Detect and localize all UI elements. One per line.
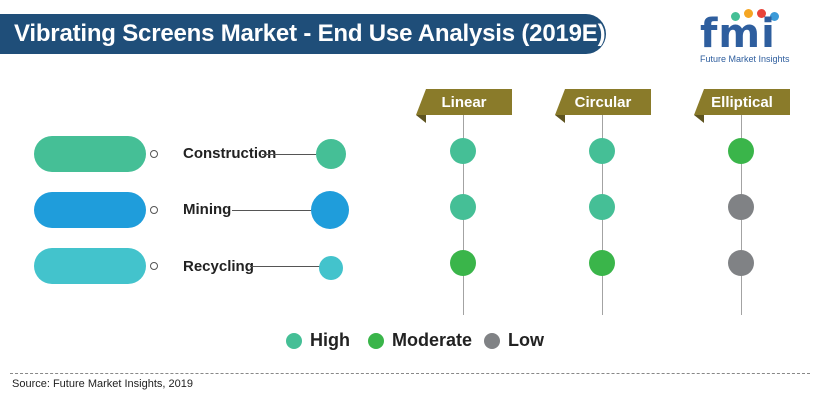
column-header-circular: Circular — [555, 89, 651, 115]
recycling-end-dot — [319, 256, 343, 280]
column-header-shadow — [694, 115, 704, 123]
logo-dot-icon — [744, 9, 753, 18]
row-connector — [250, 266, 320, 267]
legend-label: Low — [508, 330, 544, 350]
matrix-dot-mining-circular — [589, 194, 615, 220]
column-header-label: Linear — [441, 93, 487, 111]
matrix-dot-recycling-linear — [450, 250, 476, 276]
matrix-dot-construction-circular — [589, 138, 615, 164]
connector-ring — [150, 150, 158, 158]
row-connector — [262, 154, 316, 155]
column-header-elliptical: Elliptical — [694, 89, 790, 115]
fmi-logo: fmi Future Market Insights — [700, 6, 800, 68]
logo-dot-icon — [757, 9, 766, 18]
matrix-dot-mining-elliptical — [728, 194, 754, 220]
logo-subtitle: Future Market Insights — [700, 54, 790, 64]
chart-title-banner: Vibrating Screens Market - End Use Analy… — [0, 14, 606, 54]
mining-end-dot — [311, 191, 349, 229]
chart-title: Vibrating Screens Market - End Use Analy… — [14, 20, 606, 47]
legend-item-moderate: Moderate — [368, 330, 472, 351]
column-header-shadow — [555, 115, 565, 123]
legend-dot-icon — [286, 332, 302, 349]
column-header-linear: Linear — [416, 89, 512, 115]
footer-divider — [10, 373, 810, 374]
legend-dot-icon — [368, 332, 384, 349]
row-label-mining: Mining — [183, 201, 232, 218]
matrix-dot-construction-elliptical — [728, 138, 754, 164]
legend-item-low: Low — [484, 330, 544, 351]
column-header-shadow — [416, 115, 426, 123]
logo-dot-icon — [731, 12, 740, 21]
mining-pill — [34, 192, 146, 228]
column-header-label: Circular — [574, 93, 632, 111]
legend: High Moderate Low — [0, 330, 820, 356]
legend-label: Moderate — [392, 330, 473, 350]
row-label-recycling: Recycling — [183, 258, 254, 275]
matrix-dot-recycling-circular — [589, 250, 615, 276]
logo-letters: fmi — [700, 11, 776, 57]
legend-label: High — [310, 330, 350, 350]
connector-ring — [150, 262, 158, 270]
construction-pill — [34, 136, 146, 172]
matrix-dot-construction-linear — [450, 138, 476, 164]
legend-dot-icon — [484, 332, 500, 349]
matrix-dot-recycling-elliptical — [728, 250, 754, 276]
recycling-pill — [34, 248, 146, 284]
logo-dot-icon — [770, 12, 779, 21]
connector-ring — [150, 206, 158, 214]
source-note: Source: Future Market Insights, 2019 — [12, 378, 193, 390]
legend-item-high: High — [286, 330, 350, 351]
row-connector — [232, 210, 312, 211]
column-header-label: Elliptical — [711, 93, 773, 111]
construction-end-dot — [316, 139, 346, 169]
matrix-dot-mining-linear — [450, 194, 476, 220]
row-label-construction: Construction — [183, 145, 277, 162]
